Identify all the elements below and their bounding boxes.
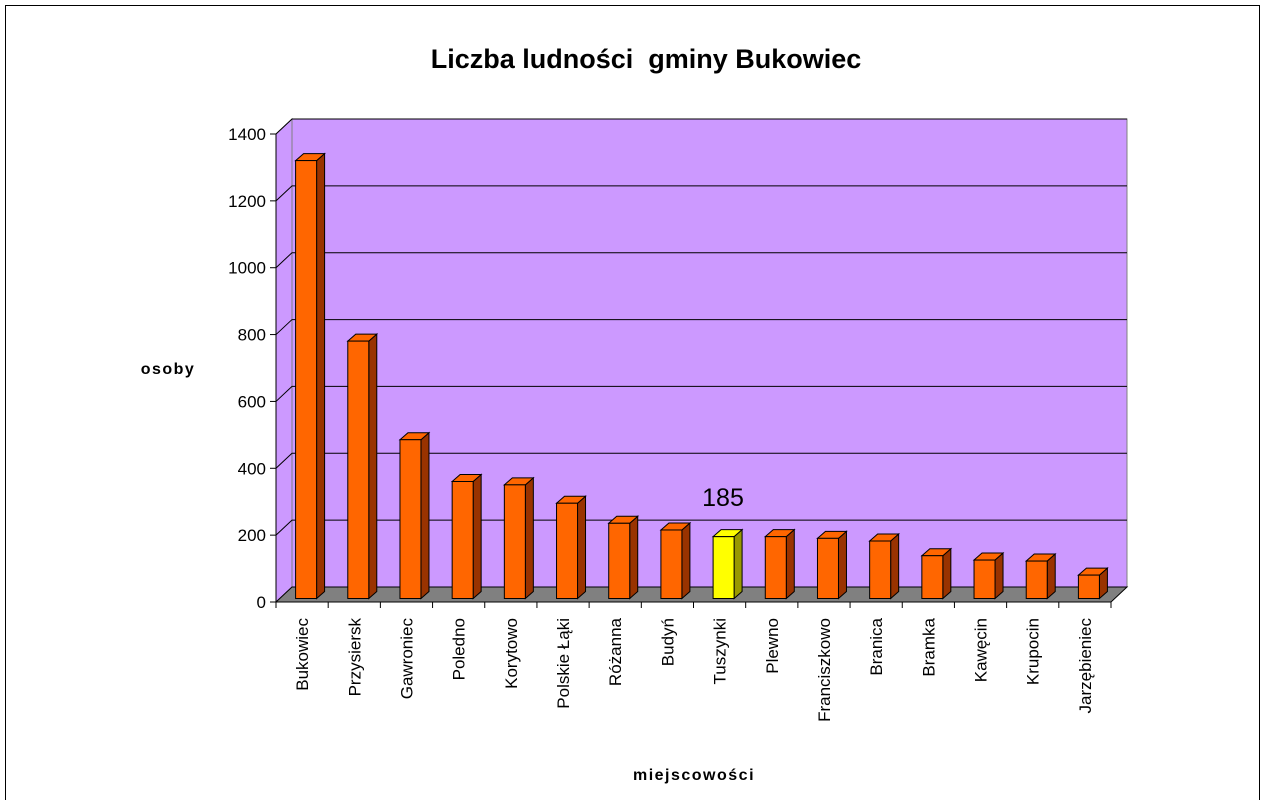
bar <box>920 547 953 600</box>
x-category-label: Budyń <box>658 618 677 666</box>
bar-front <box>451 481 474 599</box>
bar-chart: 0 200 400 600 800 1000 1200 1400 Bukowiec Przysi… <box>141 44 1129 784</box>
x-category-label: Bukowiec <box>293 618 312 691</box>
bar-side <box>785 528 795 600</box>
x-category-label: Bramka <box>919 617 938 676</box>
bar-side <box>681 521 691 600</box>
bar-side <box>420 431 430 600</box>
x-category-label: Poledno <box>450 618 469 680</box>
bar-front <box>608 522 631 599</box>
y-tick-label: 1400 <box>228 125 266 144</box>
gridline <box>275 519 1127 536</box>
bar-front <box>399 439 422 600</box>
data-annotation: 185 <box>702 484 744 512</box>
bar-front <box>503 484 526 600</box>
bar-front <box>1077 574 1100 599</box>
x-category-label: Przysiersk <box>345 618 364 697</box>
y-tick-label: 1000 <box>228 259 266 278</box>
y-tick-label: 800 <box>238 326 266 345</box>
side-wall <box>275 117 293 604</box>
bar <box>450 473 483 600</box>
bar-side <box>368 332 378 600</box>
bar-front <box>347 340 370 599</box>
gridline <box>275 185 1127 202</box>
y-tick-label: 0 <box>257 593 266 612</box>
bar-front <box>764 536 787 600</box>
bar-front <box>816 537 839 599</box>
bar-side <box>577 495 587 600</box>
gridline <box>275 452 1127 469</box>
x-category-label: Korytowo <box>502 618 521 689</box>
y-axis-title: osoby <box>141 361 196 378</box>
plot-floor <box>274 586 1129 603</box>
bar-side <box>733 528 743 600</box>
x-category-label: Gawroniec <box>397 618 416 700</box>
bar-front <box>556 502 579 600</box>
bar <box>659 521 692 600</box>
x-category-labels: Bukowiec Przysiersk Gawroniec Poledno Koryto… <box>293 617 1095 721</box>
x-category-label: Krupocin <box>1024 618 1043 685</box>
bar-side <box>837 530 847 600</box>
bar <box>972 551 1005 600</box>
x-category-label: Różanna <box>606 617 625 686</box>
x-category-label: Jarzębieniec <box>1076 618 1095 714</box>
bar <box>503 476 535 600</box>
x-category-label: Franciszkowo <box>815 618 834 722</box>
gridlines <box>270 118 1127 608</box>
y-tick-label: 1200 <box>228 192 266 211</box>
bar <box>1024 552 1057 600</box>
bar <box>816 530 848 600</box>
bar-front <box>921 555 944 599</box>
bar-side <box>472 473 482 600</box>
x-category-label: Plewno <box>763 618 782 674</box>
chart-frame: 0 200 400 600 800 1000 1200 1400 Bukowiec Przysi… <box>5 5 1260 800</box>
bar-front <box>869 540 892 600</box>
gridline <box>275 385 1127 402</box>
y-tick-labels: 0 200 400 600 800 1000 1200 1400 <box>228 125 266 612</box>
bar <box>398 431 431 600</box>
gridline <box>275 319 1127 335</box>
bar <box>346 332 379 600</box>
bar-side <box>942 547 952 600</box>
x-axis-title: miejscowości <box>633 767 755 784</box>
bar <box>294 152 326 600</box>
bar-side <box>1046 552 1056 600</box>
chart-title: Liczba ludności gminy Bukowiec <box>431 44 862 74</box>
bar-side <box>316 152 326 600</box>
x-category-label: Polskie Łąki <box>554 618 573 709</box>
gridline <box>275 252 1127 269</box>
x-category-label: Kawęcin <box>972 618 991 682</box>
bar-side <box>890 532 900 600</box>
bars <box>294 152 1109 600</box>
gridline <box>275 118 1127 135</box>
bar-side <box>629 515 639 600</box>
bar-front <box>295 160 318 599</box>
y-tick-label: 400 <box>238 459 266 478</box>
bar-side <box>524 476 534 600</box>
bar <box>868 532 900 600</box>
bar-front <box>1025 560 1048 599</box>
bar-front <box>973 559 996 599</box>
y-tick-label: 600 <box>238 392 266 411</box>
y-tick-label: 200 <box>238 526 266 545</box>
x-category-label: Tuszynki <box>711 618 730 684</box>
bar <box>711 528 744 600</box>
bar <box>1077 566 1109 600</box>
bar <box>607 515 640 600</box>
bar-side <box>994 551 1004 600</box>
x-category-label: Branica <box>867 617 886 675</box>
bar <box>763 528 796 600</box>
bar-front <box>660 529 683 600</box>
bar-front <box>712 536 735 600</box>
bar <box>555 495 587 600</box>
